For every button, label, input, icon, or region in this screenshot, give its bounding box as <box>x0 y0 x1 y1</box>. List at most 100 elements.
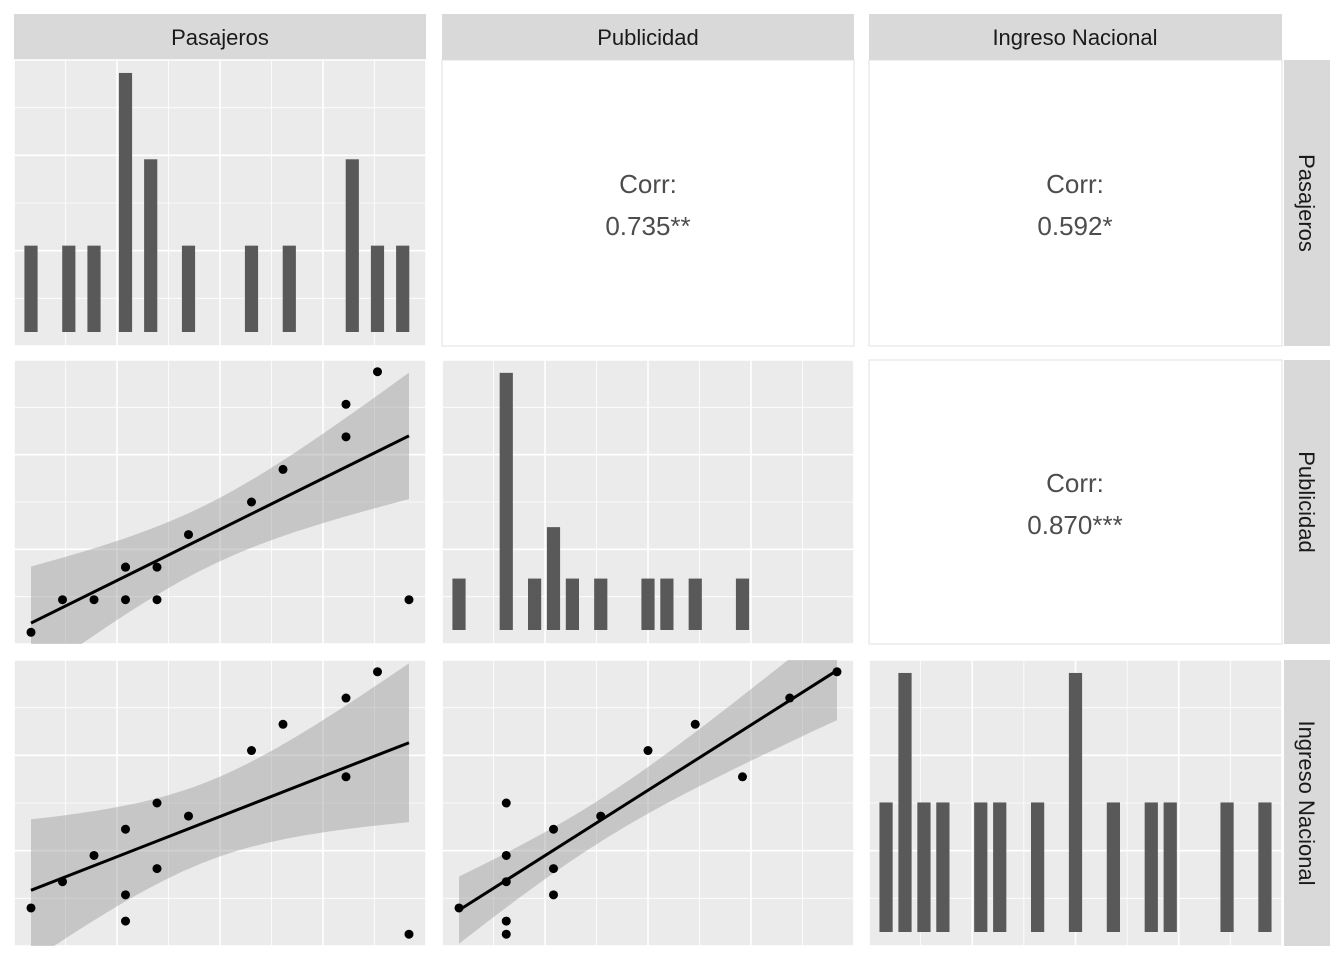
histogram-bar <box>144 159 158 332</box>
histogram-bar <box>879 802 893 932</box>
histogram-bar <box>993 802 1007 932</box>
data-point <box>785 693 795 703</box>
histogram-bar <box>282 245 296 332</box>
histogram-bar <box>1220 802 1234 932</box>
data-point <box>454 903 464 913</box>
histogram-bar <box>565 578 579 630</box>
column-strip-1-label: Pasajeros <box>171 25 269 50</box>
scatter-panel-ingreso-nacional-vs-pasajeros <box>13 659 427 947</box>
corr-value: 0.870*** <box>1027 510 1122 540</box>
data-point <box>246 497 256 507</box>
data-point <box>501 850 511 860</box>
histogram-bar <box>1144 802 1158 932</box>
histogram-bar <box>660 578 674 630</box>
histogram-panel-2 <box>441 359 855 645</box>
histogram-bar <box>528 578 542 630</box>
data-point <box>501 798 511 808</box>
data-point <box>121 916 131 926</box>
data-point <box>152 595 162 605</box>
data-point <box>121 562 131 572</box>
histogram-bar <box>1106 802 1120 932</box>
fit-line <box>30 434 410 625</box>
histogram-bar <box>641 578 655 630</box>
data-point <box>737 772 747 782</box>
corr-value: 0.592* <box>1037 211 1112 241</box>
row-strip-2-label: Publicidad <box>1294 451 1319 553</box>
data-point <box>184 530 194 540</box>
data-point <box>501 929 511 939</box>
data-point <box>501 877 511 887</box>
corr-panel-ingreso-pasajeros: Corr: 0.592* <box>868 59 1283 347</box>
data-point <box>26 903 36 913</box>
row-strip-1-label: Pasajeros <box>1294 154 1319 252</box>
data-point <box>832 667 842 677</box>
scatter-panel-ingreso-nacional-vs-publicidad <box>441 659 855 947</box>
histogram-bar <box>1258 802 1272 932</box>
data-point <box>89 850 99 860</box>
data-point <box>246 746 256 756</box>
histogram-bar <box>735 578 750 630</box>
column-strip-1: Pasajeros <box>14 14 426 60</box>
histogram-panel-1 <box>13 59 427 347</box>
data-point <box>404 929 414 939</box>
fit-line <box>30 741 410 892</box>
data-point <box>341 399 351 409</box>
histogram-bar <box>936 802 950 932</box>
corr-value: 0.735** <box>605 211 690 241</box>
histogram-bar <box>370 245 385 332</box>
corr-panel-publicidad-pasajeros: Corr: 0.735** <box>441 59 855 347</box>
histogram-bar <box>396 245 410 332</box>
corr-title: Corr: <box>619 169 677 199</box>
data-point <box>278 719 288 729</box>
fit-line <box>458 669 838 912</box>
data-point <box>26 627 36 637</box>
data-point <box>58 595 68 605</box>
histogram-bar <box>118 72 133 332</box>
confidence-band <box>31 663 409 946</box>
scatter-panel-publicidad-vs-pasajeros <box>13 359 427 645</box>
row-strip-2: Publicidad <box>1284 360 1330 644</box>
histogram-bar <box>1068 672 1083 932</box>
histogram-bar <box>62 245 76 332</box>
histogram-bar <box>917 802 931 932</box>
data-point <box>341 772 351 782</box>
row-strip-3-label: Ingreso Nacional <box>1294 720 1319 885</box>
corr-title: Corr: <box>1046 169 1104 199</box>
histogram-bar <box>898 672 912 932</box>
histogram-bar <box>499 372 513 630</box>
data-point <box>152 798 162 808</box>
data-point <box>341 693 351 703</box>
histogram-bar <box>24 245 38 332</box>
data-point <box>549 864 559 874</box>
histogram-bar <box>345 159 359 332</box>
histogram-bar <box>181 245 196 332</box>
data-point <box>404 595 414 605</box>
row-strip-3: Ingreso Nacional <box>1284 660 1330 946</box>
corr-title: Corr: <box>1046 468 1104 498</box>
corr-panel-ingreso-publicidad: Corr: 0.870*** <box>868 359 1283 645</box>
column-strip-2: Publicidad <box>442 14 854 60</box>
data-point <box>690 719 700 729</box>
histogram-bar <box>594 578 608 630</box>
column-strip-3: Ingreso Nacional <box>869 14 1282 60</box>
data-point <box>549 824 559 834</box>
data-point <box>549 890 559 900</box>
data-point <box>643 746 653 756</box>
data-point <box>89 595 99 605</box>
histogram-bar <box>1031 802 1045 932</box>
data-point <box>121 824 131 834</box>
histogram-bar <box>688 578 702 630</box>
histogram-bar <box>546 527 561 630</box>
histogram-bar <box>87 245 101 332</box>
column-strip-3-label: Ingreso Nacional <box>992 25 1157 50</box>
data-point <box>121 890 131 900</box>
data-point <box>184 811 194 821</box>
data-point <box>152 864 162 874</box>
data-point <box>372 667 382 677</box>
data-point <box>341 432 351 442</box>
data-layer <box>13 59 1283 947</box>
row-strip-1: Pasajeros <box>1284 60 1330 346</box>
data-point <box>372 367 382 377</box>
histogram-bar <box>244 245 259 332</box>
